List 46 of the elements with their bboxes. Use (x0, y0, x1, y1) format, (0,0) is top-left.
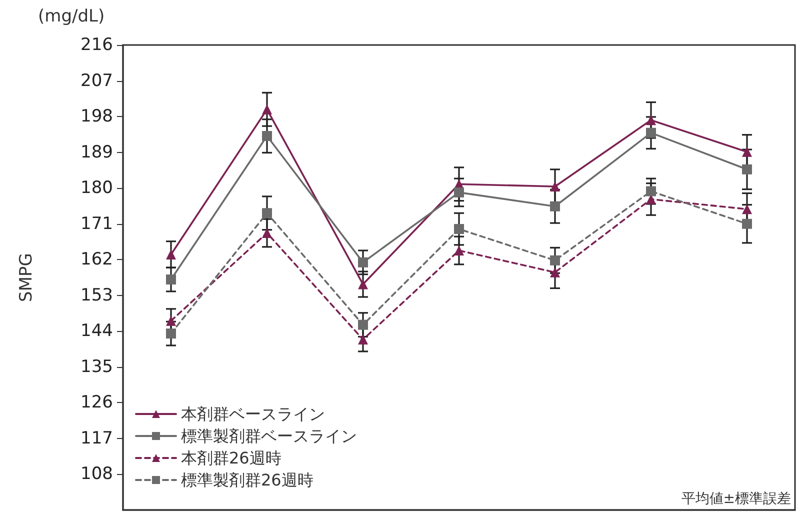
point (550, 255, 560, 266)
legend-label: 標準製剤群26週時 (181, 470, 314, 490)
y-tick-label: 180 (80, 178, 113, 198)
point (742, 146, 752, 157)
point (262, 228, 272, 238)
legend-label: 本剤群ベースライン (181, 404, 325, 424)
y-tick-label: 162 (80, 250, 113, 270)
point (742, 218, 752, 229)
legend-label: 標準製剤群ベースライン (181, 426, 357, 446)
point (454, 187, 464, 198)
point (742, 164, 752, 174)
y-tick-label: 153 (80, 285, 113, 306)
y-tick-label: 189 (80, 142, 113, 162)
y-axis-title: SMPG (16, 253, 36, 302)
y-tick-label: 207 (80, 70, 113, 91)
point (358, 279, 368, 290)
text: (mg/dL) (38, 6, 105, 26)
point (262, 208, 272, 218)
point (262, 104, 272, 114)
y-tick-label: 126 (80, 392, 113, 413)
point (550, 201, 560, 212)
point (166, 328, 176, 339)
point (742, 204, 752, 214)
point (646, 186, 656, 196)
point (358, 334, 368, 344)
point (550, 267, 560, 278)
y-tick-label: 117 (80, 428, 113, 448)
point (454, 224, 464, 234)
point (358, 320, 368, 330)
y-tick-label: 171 (80, 214, 113, 234)
point (166, 316, 176, 326)
y-tick-label: 135 (80, 356, 113, 377)
point (166, 249, 176, 260)
point (646, 115, 656, 126)
y-tick-label: 198 (80, 106, 113, 127)
point (358, 257, 368, 268)
y-tick-label: 108 (80, 464, 113, 484)
y-tick-label: 144 (80, 321, 113, 342)
y-tick-label: 216 (80, 35, 113, 55)
legend-label: 本剤群26週時 (181, 448, 282, 468)
annotation: 平均値±標準誤差 (681, 491, 792, 507)
point (646, 128, 656, 138)
point (454, 245, 464, 256)
point (550, 181, 560, 192)
point (166, 274, 176, 284)
point (262, 131, 272, 142)
